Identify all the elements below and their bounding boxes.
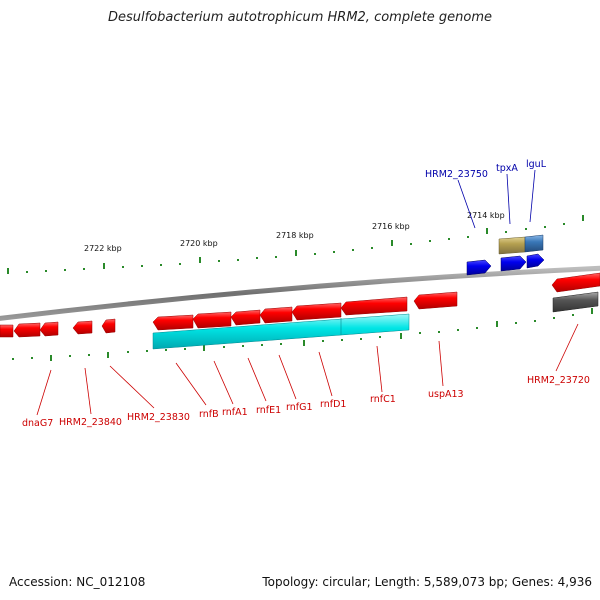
label-rnfA1[interactable]: rnfA1 xyxy=(222,407,248,418)
kbp-2714-label: 2714 kbp xyxy=(467,211,505,220)
gene-arrow-rnfB[interactable] xyxy=(152,314,194,331)
genome-backbone xyxy=(0,265,600,321)
lower-tick-row xyxy=(12,308,593,361)
gene-arrow-tpxA[interactable] xyxy=(500,255,527,272)
gene-arrow-HRM2-23750[interactable] xyxy=(466,259,492,276)
gene-arrow-rnfD1[interactable] xyxy=(291,302,342,321)
gene-arrow-HRM2-23840[interactable] xyxy=(13,322,41,338)
label-rnfB[interactable]: rnfB xyxy=(199,409,219,420)
cds-region-rnf[interactable] xyxy=(152,313,410,350)
gene-region-steelblue[interactable] xyxy=(524,234,544,253)
upper-tick-row xyxy=(7,215,584,274)
label-HRM2-23830[interactable]: HRM2_23830 xyxy=(127,412,190,423)
gene-arrow-uspA13[interactable] xyxy=(413,291,458,310)
label-lguL[interactable]: lguL xyxy=(526,159,547,170)
gene-region-olive[interactable] xyxy=(498,236,526,255)
kbp-2718-label: 2718 kbp xyxy=(276,231,314,240)
label-rnfC1[interactable]: rnfC1 xyxy=(370,394,396,405)
gene-arrow-gray[interactable] xyxy=(552,291,599,313)
kbp-2722-label: 2722 kbp xyxy=(84,244,122,253)
gene-arrow-small[interactable] xyxy=(101,318,116,334)
label-HRM2-23750[interactable]: HRM2_23750 xyxy=(425,169,488,180)
reverse-genes xyxy=(0,272,600,338)
kbp-2716-label: 2716 kbp xyxy=(372,222,410,231)
label-tpxA[interactable]: tpxA xyxy=(496,163,518,174)
label-HRM2-23720[interactable]: HRM2_23720 xyxy=(527,375,590,386)
gene-arrow-rnfG1[interactable] xyxy=(259,306,293,324)
gene-arrow-rnfE1[interactable] xyxy=(230,309,261,326)
gene-arrow-HRM2-23840b[interactable] xyxy=(39,321,59,337)
gene-arrow-rnfA1[interactable] xyxy=(192,311,232,329)
accession-text: Accession: NC_012108 xyxy=(9,575,146,589)
label-dnaG7[interactable]: dnaG7 xyxy=(22,418,53,429)
lower-leaders xyxy=(36,323,579,416)
label-rnfD1[interactable]: rnfD1 xyxy=(320,399,346,410)
upper-leaders xyxy=(457,169,536,229)
gene-arrow-HRM2-23830[interactable] xyxy=(72,320,93,335)
gene-arrow-lguL[interactable] xyxy=(526,253,545,269)
gene-arrow-rnfC1[interactable] xyxy=(340,296,408,316)
genome-summary-text: Topology: circular; Length: 5,589,073 bp… xyxy=(262,575,592,589)
label-uspA13[interactable]: uspA13 xyxy=(428,389,464,400)
label-rnfG1[interactable]: rnfG1 xyxy=(286,402,313,413)
gene-arrow-dnaG7[interactable] xyxy=(0,324,14,338)
gene-arrow-HRM2-23720[interactable] xyxy=(551,272,600,293)
label-HRM2-23840[interactable]: HRM2_23840 xyxy=(59,417,122,428)
label-rnfE1[interactable]: rnfE1 xyxy=(256,405,281,416)
kbp-2720-label: 2720 kbp xyxy=(180,239,218,248)
map-title: Desulfobacterium autotrophicum HRM2, com… xyxy=(107,10,493,25)
